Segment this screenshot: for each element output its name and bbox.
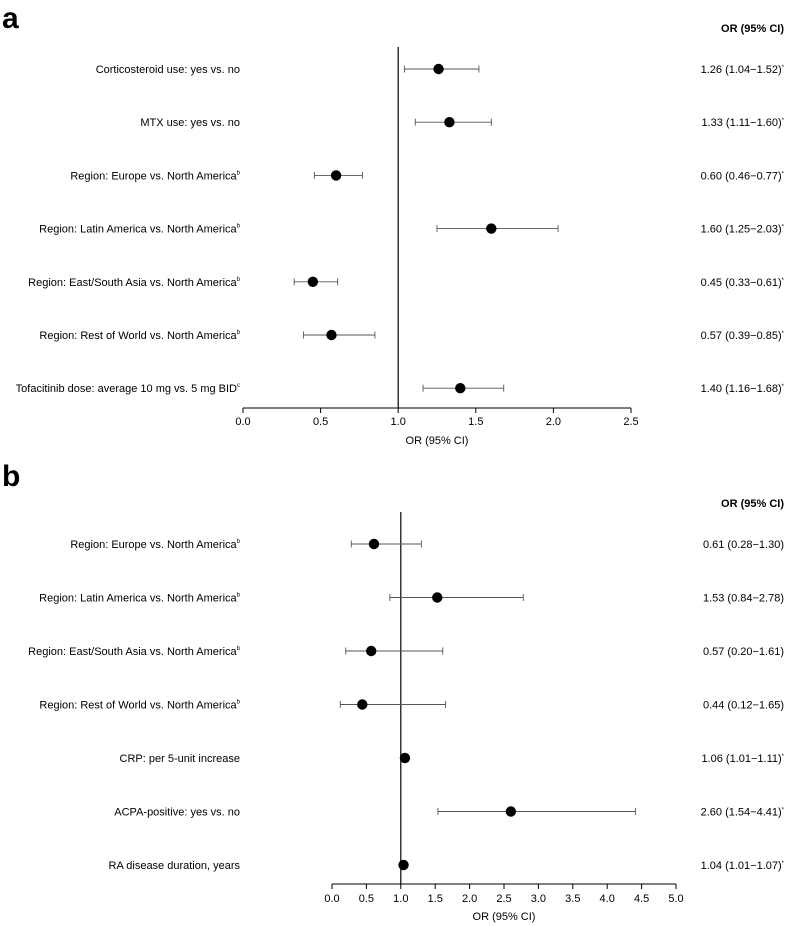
forest-row: CRP: per 5-unit increase 1.06 (1.01−1.11)… (120, 752, 785, 765)
ci-text: 0.44 (0.12−1.65) (703, 700, 784, 712)
ci-text: 0.57 (0.39−0.85)* (701, 330, 785, 342)
or-point (505, 806, 517, 817)
or-point (433, 63, 444, 75)
x-tick-label: 4.0 (600, 893, 615, 905)
x-tick-label: 2.5 (623, 416, 638, 428)
ci-text: 0.60 (0.46−0.77)* (701, 170, 785, 182)
x-tick-label: 3.0 (531, 893, 546, 905)
row-label: ACPA-positive: yes vs. no (114, 807, 240, 819)
forest-row: MTX use: yes vs. no 1.33 (1.11−1.60)* (140, 117, 785, 129)
or-point (307, 276, 319, 287)
ci-text: 1.26 (1.04−1.52)* (701, 64, 785, 76)
row-label: Tofacitinib dose: average 10 mg vs. 5 mg… (16, 383, 240, 395)
x-axis-label: OR (95% CI) (473, 911, 536, 923)
forest-row: Region: East/South Asia vs. North Americ… (28, 645, 784, 658)
forest-row: Region: Latin America vs. North Americab… (39, 223, 785, 236)
forest-row: Region: Rest of World vs. North Americab… (39, 699, 784, 712)
x-tick-label: 0.0 (235, 416, 250, 428)
forest-row: Region: Europe vs. North Americab 0.61 (0… (70, 538, 784, 551)
or-point (399, 752, 411, 764)
ci-text: 1.33 (1.11−1.60)* (701, 117, 784, 129)
forest-row: Region: Rest of World vs. North Americab… (39, 329, 785, 342)
row-label: CRP: per 5-unit increase (120, 753, 240, 765)
forest-row: ACPA-positive: yes vs. no 2.60 (1.54−4.41… (114, 806, 785, 819)
panel-letter: a (2, 2, 19, 35)
row-label: Region: Europe vs. North Americab (70, 170, 240, 182)
forest-row: Tofacitinib dose: average 10 mg vs. 5 mg… (16, 383, 785, 395)
x-tick-label: 0.5 (359, 893, 374, 905)
or-point (357, 699, 368, 710)
ci-text: 1.53 (0.84−2.78) (703, 593, 784, 605)
row-label: Region: Latin America vs. North Americab (39, 593, 240, 605)
row-label: Region: East/South Asia vs. North Americ… (28, 646, 241, 658)
or-point (366, 645, 377, 657)
x-tick-label: 1.0 (393, 893, 408, 905)
or-point (368, 538, 380, 550)
forest-row: Region: Latin America vs. North Americab… (39, 592, 784, 605)
x-tick-label: 2.0 (462, 893, 477, 905)
or-point (455, 383, 466, 394)
row-label: Region: East/South Asia vs. North Americ… (28, 277, 241, 289)
x-tick-label: 1.0 (391, 416, 406, 428)
forest-row: Region: Europe vs. North Americab 0.60 (0… (70, 170, 785, 182)
ci-text: 1.04 (1.01−1.07)* (701, 860, 785, 872)
column-header: OR (95% CI) (721, 498, 784, 510)
row-label: Corticosteroid use: yes vs. no (96, 64, 240, 76)
x-tick-label: 4.5 (634, 893, 649, 905)
x-tick-label: 0.5 (313, 416, 328, 428)
row-label: Region: Rest of World vs. North Americab (39, 700, 240, 712)
row-label: Region: Europe vs. North Americab (70, 539, 240, 551)
x-tick-label: 0.0 (324, 893, 339, 905)
x-axis-label: OR (95% CI) (406, 435, 469, 447)
panel-letter: b (2, 460, 20, 493)
panel-b: b OR (95% CI) 0.0 0.5 1.0 1.5 2.0 2.5 3.0 3.5 4.0 4… (2, 460, 785, 923)
x-tick-label: 1.5 (468, 416, 483, 428)
ci-text: 0.61 (0.28−1.30) (703, 539, 784, 551)
or-point (330, 170, 342, 181)
x-tick-label: 5.0 (668, 893, 683, 905)
row-label: Region: Rest of World vs. North Americab (39, 330, 240, 342)
ci-text: 0.57 (0.20−1.61) (703, 646, 784, 658)
row-label: MTX use: yes vs. no (140, 117, 240, 129)
x-tick-label: 2.0 (546, 416, 561, 428)
ci-text: 1.06 (1.01−1.11)* (701, 753, 784, 765)
or-point (326, 329, 337, 341)
x-tick-label: 1.5 (428, 893, 443, 905)
ci-text: 0.45 (0.33−0.61)* (701, 277, 785, 289)
forest-row: Corticosteroid use: yes vs. no 1.26 (1.04… (96, 63, 785, 76)
forest-row: Region: East/South Asia vs. North Americ… (28, 276, 785, 289)
panel-a: a OR (95% CI) 0.0 0.5 1.0 1.5 2.0 2.5 OR (95% CI… (2, 2, 785, 447)
row-label: Region: Latin America vs. North Americab (39, 224, 240, 236)
row-label: RA disease duration, years (109, 860, 241, 872)
or-point (432, 592, 443, 603)
x-tick-label: 3.5 (565, 893, 580, 905)
or-point (444, 117, 455, 128)
ci-text: 2.60 (1.54−4.41)* (701, 807, 785, 819)
ci-text: 1.40 (1.16−1.68)* (701, 383, 785, 395)
or-point (486, 223, 497, 234)
x-tick-label: 2.5 (496, 893, 511, 905)
ci-text: 1.60 (1.25−2.03)* (701, 224, 785, 236)
forest-row: RA disease duration, years 1.04 (1.01−1.0… (109, 859, 785, 872)
or-point (398, 859, 409, 871)
column-header: OR (95% CI) (721, 23, 784, 35)
